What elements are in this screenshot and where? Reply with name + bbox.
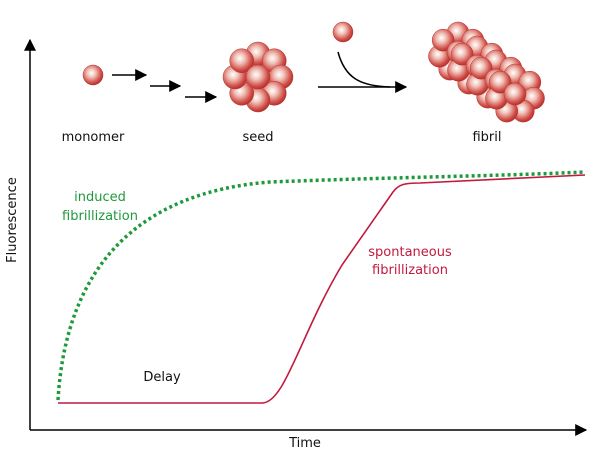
stage-label: monomer	[62, 130, 125, 145]
particle	[503, 82, 527, 106]
particle	[450, 42, 474, 66]
particle	[332, 21, 354, 43]
curved-arrow	[337, 51, 391, 88]
particle	[488, 70, 512, 94]
particle	[82, 64, 104, 86]
curve-label: induced	[74, 190, 126, 205]
induced-curve	[56, 170, 586, 401]
stage-label: seed	[242, 130, 273, 145]
particle	[431, 28, 455, 52]
curve-label: spontaneous	[368, 245, 452, 260]
stage-label: fibril	[472, 130, 501, 145]
spontaneous-curve	[58, 174, 586, 404]
axes	[24, 38, 588, 436]
curve-label: fibrillization	[62, 209, 138, 224]
x-axis-label: Time	[288, 436, 321, 451]
particle	[229, 48, 254, 73]
particle	[245, 64, 271, 90]
arrows	[112, 51, 408, 103]
y-axis-label: Fluorescence	[5, 177, 20, 263]
particle	[469, 56, 493, 80]
delay-label: Delay	[143, 370, 181, 385]
particles	[82, 21, 545, 123]
curve-label: fibrillization	[372, 263, 448, 278]
